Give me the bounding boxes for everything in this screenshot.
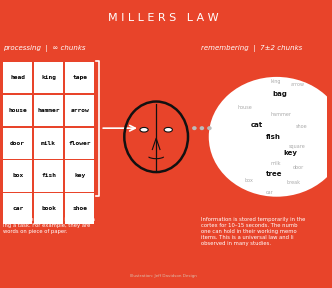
Text: box: box <box>244 178 253 183</box>
Text: bag: bag <box>272 91 287 96</box>
FancyBboxPatch shape <box>65 128 94 159</box>
Text: milk: milk <box>271 161 281 166</box>
Ellipse shape <box>164 128 172 132</box>
FancyBboxPatch shape <box>3 95 32 126</box>
Text: hammer: hammer <box>38 108 60 113</box>
FancyBboxPatch shape <box>65 62 94 93</box>
FancyBboxPatch shape <box>3 193 32 224</box>
FancyBboxPatch shape <box>34 62 63 93</box>
Text: arrow: arrow <box>70 108 89 113</box>
FancyBboxPatch shape <box>34 128 63 159</box>
Text: shoe: shoe <box>295 124 307 129</box>
Text: ed to numerous bits of information
ing a task. For example, they are
words on pi: ed to numerous bits of information ing a… <box>3 217 95 234</box>
Text: flower: flower <box>68 141 91 146</box>
Text: M I L L E R S   L A W: M I L L E R S L A W <box>108 13 219 23</box>
Text: tape: tape <box>72 75 87 80</box>
FancyBboxPatch shape <box>34 95 63 126</box>
Text: processing  |  ∞ chunks: processing | ∞ chunks <box>3 45 86 52</box>
Text: arrow: arrow <box>290 82 304 87</box>
Text: book: book <box>41 206 56 211</box>
Circle shape <box>200 126 204 130</box>
Circle shape <box>209 77 332 197</box>
FancyBboxPatch shape <box>3 62 32 93</box>
Text: milk: milk <box>41 141 56 146</box>
FancyBboxPatch shape <box>3 160 32 192</box>
Text: remembering  |  7±2 chunks: remembering | 7±2 chunks <box>201 45 302 52</box>
Text: car: car <box>266 190 274 196</box>
Ellipse shape <box>140 128 148 132</box>
Text: key: key <box>74 173 85 179</box>
Text: key: key <box>283 150 297 156</box>
Text: box: box <box>12 173 23 179</box>
Circle shape <box>192 126 197 130</box>
FancyBboxPatch shape <box>34 160 63 192</box>
Text: fish: fish <box>266 134 281 140</box>
FancyBboxPatch shape <box>65 95 94 126</box>
FancyBboxPatch shape <box>65 193 94 224</box>
Text: Information is stored temporarily in the
cortex for 10–15 seconds. The numb
one : Information is stored temporarily in the… <box>201 217 305 246</box>
Circle shape <box>213 124 221 132</box>
Text: house: house <box>238 105 252 110</box>
Text: house: house <box>8 108 27 113</box>
Text: fish: fish <box>41 173 56 179</box>
Text: shoe: shoe <box>72 206 87 211</box>
Text: cat: cat <box>250 122 263 128</box>
Text: hammer: hammer <box>271 112 291 117</box>
Text: king: king <box>41 75 56 80</box>
Text: Illustration: Jeff Davidson Design: Illustration: Jeff Davidson Design <box>130 274 197 278</box>
Text: door: door <box>10 141 25 146</box>
Text: square: square <box>289 144 306 149</box>
Text: head: head <box>10 75 25 80</box>
Text: tree: tree <box>266 171 283 177</box>
FancyBboxPatch shape <box>3 128 32 159</box>
FancyBboxPatch shape <box>34 193 63 224</box>
FancyBboxPatch shape <box>65 160 94 192</box>
Text: car: car <box>12 206 23 211</box>
Circle shape <box>207 126 212 130</box>
Text: king: king <box>270 79 281 84</box>
Text: door: door <box>292 165 304 170</box>
Text: break: break <box>287 179 300 185</box>
